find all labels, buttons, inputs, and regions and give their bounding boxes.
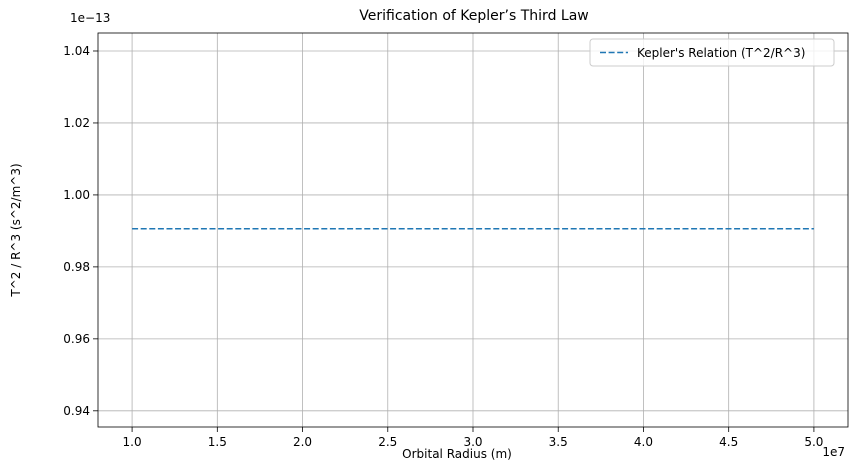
y-tick-label: 0.98 bbox=[63, 260, 90, 274]
ticks: 1.0 1.5 2.0 2.5 3.0 3.5 4.0 4.5 5.0 0.94 0.96 0.98 1… bbox=[63, 44, 823, 449]
x-tick-label: 1.0 bbox=[123, 435, 142, 449]
y-tick-label: 1.00 bbox=[63, 188, 90, 202]
y-tick-label: 0.94 bbox=[63, 404, 90, 418]
x-tick-label: 4.0 bbox=[634, 435, 653, 449]
x-tick-label: 3.5 bbox=[549, 435, 568, 449]
x-offset-text: 1e7 bbox=[822, 445, 845, 459]
x-tick-label: 4.5 bbox=[719, 435, 738, 449]
y-tick-label: 1.02 bbox=[63, 116, 90, 130]
y-tick-label: 1.04 bbox=[63, 44, 90, 58]
legend: Kepler's Relation (T^2/R^3) bbox=[589, 38, 835, 67]
y-axis-label: T^2 / R^3 (s^2/m^3) bbox=[9, 163, 23, 297]
x-tick-label: 2.5 bbox=[378, 435, 397, 449]
x-tick-label: 3.0 bbox=[463, 435, 482, 449]
y-offset-text: 1e−13 bbox=[70, 11, 110, 25]
x-axis-label: Orbital Radius (m) bbox=[402, 447, 512, 461]
grid bbox=[98, 33, 848, 427]
x-tick-label: 2.0 bbox=[293, 435, 312, 449]
chart-title: Verification of Kepler’s Third Law bbox=[359, 8, 588, 24]
legend-box bbox=[589, 38, 835, 67]
legend-label-kepler: Kepler's Relation (T^2/R^3) bbox=[637, 46, 805, 60]
x-tick-label: 1.5 bbox=[208, 435, 227, 449]
y-tick-label: 0.96 bbox=[63, 332, 90, 346]
x-tick-label: 5.0 bbox=[804, 435, 823, 449]
